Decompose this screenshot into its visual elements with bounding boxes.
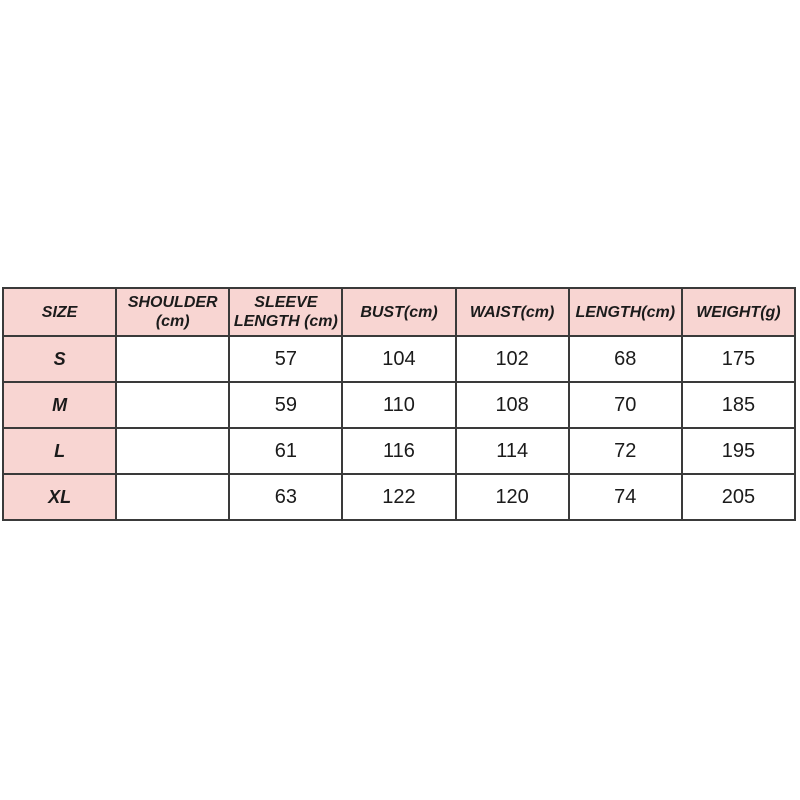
- header-row: SIZE SHOULDER (cm) SLEEVE LENGTH (cm) BU…: [1, 287, 797, 337]
- cell-waist: 102: [454, 335, 570, 383]
- col-header-bust: BUST(cm): [341, 287, 457, 337]
- table-row-m: M 59 110 108 70 185: [1, 381, 797, 429]
- cell-waist: 114: [454, 427, 570, 475]
- col-header-weight: WEIGHT(g): [680, 287, 797, 337]
- cell-shoulder: [115, 473, 231, 521]
- col-header-length: LENGTH(cm): [567, 287, 683, 337]
- cell-shoulder: [115, 427, 231, 475]
- cell-length: 70: [567, 381, 683, 429]
- cell-weight: 185: [680, 381, 797, 429]
- col-header-sleeve-length: SLEEVE LENGTH (cm): [228, 287, 344, 337]
- cell-length: 68: [567, 335, 683, 383]
- row-label-size: XL: [1, 473, 118, 521]
- cell-sleeve-length: 57: [228, 335, 344, 383]
- col-header-shoulder-line1: SHOULDER: [127, 294, 218, 311]
- table-row-xl: XL 63 122 120 74 205: [1, 473, 797, 521]
- cell-length: 74: [567, 473, 683, 521]
- row-label-size: S: [1, 335, 118, 383]
- col-header-sleeve-line2: LENGTH (cm): [233, 313, 338, 330]
- row-label-size: L: [1, 427, 118, 475]
- row-label-size: M: [1, 381, 118, 429]
- cell-shoulder: [115, 335, 231, 383]
- cell-waist: 120: [454, 473, 570, 521]
- cell-waist: 108: [454, 381, 570, 429]
- cell-weight: 205: [680, 473, 797, 521]
- cell-bust: 116: [341, 427, 457, 475]
- cell-sleeve-length: 59: [228, 381, 344, 429]
- col-header-shoulder-line2: (cm): [155, 313, 190, 330]
- table-row-l: L 61 116 114 72 195: [1, 427, 797, 475]
- cell-shoulder: [115, 381, 231, 429]
- cell-sleeve-length: 63: [228, 473, 344, 521]
- cell-weight: 195: [680, 427, 797, 475]
- cell-bust: 122: [341, 473, 457, 521]
- cell-weight: 175: [680, 335, 797, 383]
- cell-bust: 110: [341, 381, 457, 429]
- size-chart-table: SIZE SHOULDER (cm) SLEEVE LENGTH (cm) BU…: [1, 287, 797, 521]
- col-header-shoulder: SHOULDER (cm): [115, 287, 231, 337]
- cell-sleeve-length: 61: [228, 427, 344, 475]
- col-header-sleeve-line1: SLEEVE: [254, 294, 318, 311]
- cell-bust: 104: [341, 335, 457, 383]
- col-header-waist: WAIST(cm): [454, 287, 570, 337]
- col-header-size: SIZE: [1, 287, 118, 337]
- table-row-s: S 57 104 102 68 175: [1, 335, 797, 383]
- cell-length: 72: [567, 427, 683, 475]
